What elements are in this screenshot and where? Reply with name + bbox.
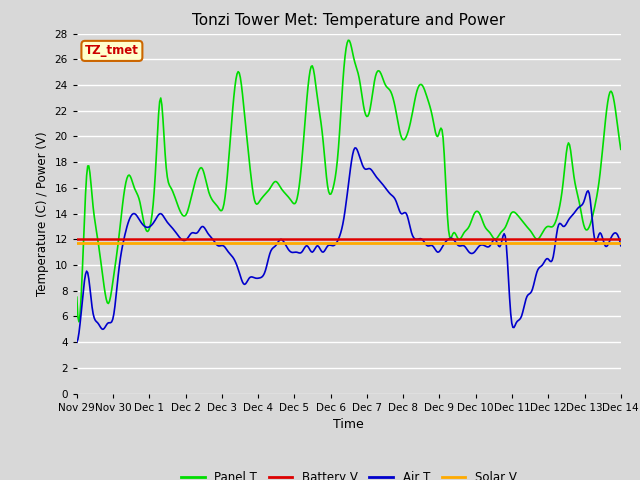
Title: Tonzi Tower Met: Temperature and Power: Tonzi Tower Met: Temperature and Power: [192, 13, 506, 28]
X-axis label: Time: Time: [333, 418, 364, 431]
Legend: Panel T, Battery V, Air T, Solar V: Panel T, Battery V, Air T, Solar V: [176, 466, 522, 480]
Text: TZ_tmet: TZ_tmet: [85, 44, 139, 58]
Y-axis label: Temperature (C) / Power (V): Temperature (C) / Power (V): [36, 132, 49, 296]
